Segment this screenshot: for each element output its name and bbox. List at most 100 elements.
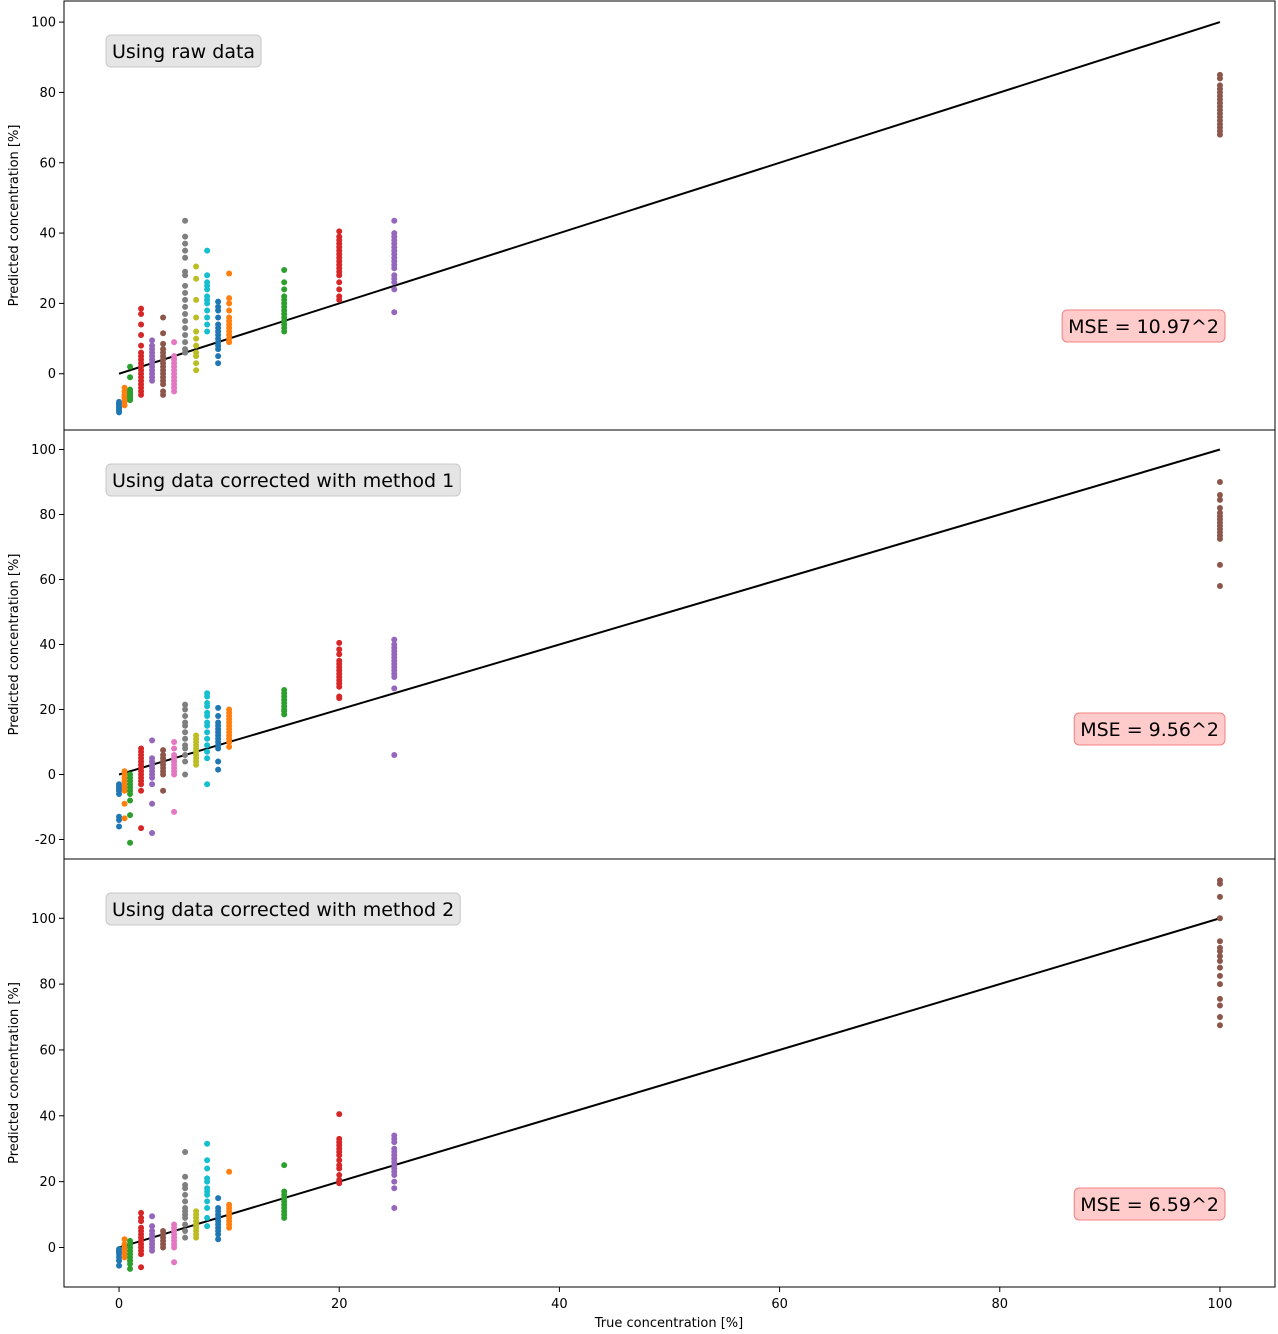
series-x-25 <box>391 1132 398 1211</box>
data-point <box>204 755 211 762</box>
data-point <box>204 1185 211 1192</box>
data-point <box>215 758 222 765</box>
data-point <box>193 263 200 270</box>
series-x-10 <box>226 270 233 346</box>
data-point <box>391 286 398 293</box>
series-x-5 <box>171 739 178 815</box>
series-x-1 <box>127 363 134 404</box>
series-x-2 <box>138 305 145 398</box>
panel-title: Using raw data <box>112 41 255 63</box>
data-point <box>182 332 189 339</box>
data-point <box>193 275 200 282</box>
data-point <box>182 735 189 742</box>
series-x-6 <box>182 1149 189 1241</box>
data-point <box>116 813 123 820</box>
panel-title-box <box>105 463 461 497</box>
data-point <box>138 1264 145 1271</box>
data-point <box>121 815 128 822</box>
data-point <box>226 743 233 750</box>
data-point <box>193 1208 200 1215</box>
series-x-9 <box>215 298 222 367</box>
data-point <box>182 729 189 736</box>
series-x-20 <box>336 1111 343 1187</box>
data-point <box>226 314 233 321</box>
data-point <box>336 651 343 658</box>
panel-2: -20 0 20 40 60 80 100 Predicted concentration [… <box>7 429 1276 860</box>
data-point <box>215 704 222 711</box>
data-point <box>138 1224 145 1231</box>
data-point <box>391 1145 398 1152</box>
data-point <box>281 293 288 300</box>
data-point <box>204 307 211 314</box>
data-point <box>160 747 167 754</box>
series-x-5 <box>171 339 178 395</box>
data-point <box>226 1168 233 1175</box>
data-point <box>138 825 145 832</box>
data-point <box>1216 953 1223 960</box>
data-point <box>171 1221 178 1228</box>
data-point <box>226 295 233 302</box>
data-point <box>116 398 123 405</box>
data-point <box>215 713 222 719</box>
data-point <box>1216 964 1223 971</box>
data-point <box>391 272 398 279</box>
data-point <box>1216 71 1223 78</box>
data-point <box>193 360 200 367</box>
data-point <box>127 839 134 846</box>
data-point <box>193 314 200 321</box>
y-tick-label: 40 <box>39 227 56 242</box>
series-x-3 <box>149 737 156 836</box>
data-point <box>193 732 200 739</box>
data-point <box>215 766 222 773</box>
data-point <box>182 742 189 749</box>
data-point <box>204 314 211 321</box>
data-point <box>138 305 145 312</box>
data-point <box>1216 877 1223 884</box>
data-point <box>160 330 167 337</box>
series-x-15 <box>281 687 288 718</box>
series-x-9 <box>215 704 222 773</box>
mse-annotation-box <box>1073 712 1226 746</box>
data-point <box>182 1191 189 1198</box>
series-x-0.5 <box>121 384 128 409</box>
data-point <box>182 289 189 296</box>
axes-frame <box>63 858 1276 1288</box>
data-point <box>204 272 211 279</box>
data-point <box>160 340 167 347</box>
data-point <box>116 823 123 830</box>
data-point <box>336 233 343 240</box>
y-tick-label: -20 <box>35 833 56 848</box>
series-x-0.5 <box>121 768 128 822</box>
series-x-5 <box>171 1221 178 1266</box>
data-point <box>193 342 200 349</box>
data-point <box>149 1228 156 1235</box>
data-point <box>391 309 398 316</box>
data-point <box>336 1177 343 1183</box>
y-tick-label: 0 <box>48 367 56 382</box>
x-tick-label: 80 <box>991 1297 1008 1312</box>
series-x-6 <box>182 701 189 778</box>
data-point <box>391 217 398 224</box>
data-point <box>116 1246 123 1253</box>
data-point <box>171 1259 178 1266</box>
series-x-4 <box>160 747 167 794</box>
series-x-25 <box>391 636 398 758</box>
data-point <box>204 1140 211 1147</box>
series-x-100 <box>1216 877 1223 1029</box>
data-point <box>226 300 233 307</box>
data-point <box>182 247 189 254</box>
data-point <box>1216 893 1223 900</box>
data-point <box>1216 1022 1223 1029</box>
series-x-0.5 <box>121 1236 128 1261</box>
data-point <box>281 267 288 274</box>
panel-3: 0 20 40 60 80 100 Predicted concentration [%] 0… <box>7 858 1276 1312</box>
data-point <box>116 781 123 788</box>
data-point <box>204 700 211 706</box>
data-point <box>336 1111 343 1118</box>
panel-title: Using data corrected with method 1 <box>112 470 454 492</box>
identity-line <box>118 21 1221 375</box>
x-tick-label: 100 <box>1208 1297 1233 1312</box>
data-point <box>121 1236 128 1243</box>
data-point <box>160 346 167 353</box>
